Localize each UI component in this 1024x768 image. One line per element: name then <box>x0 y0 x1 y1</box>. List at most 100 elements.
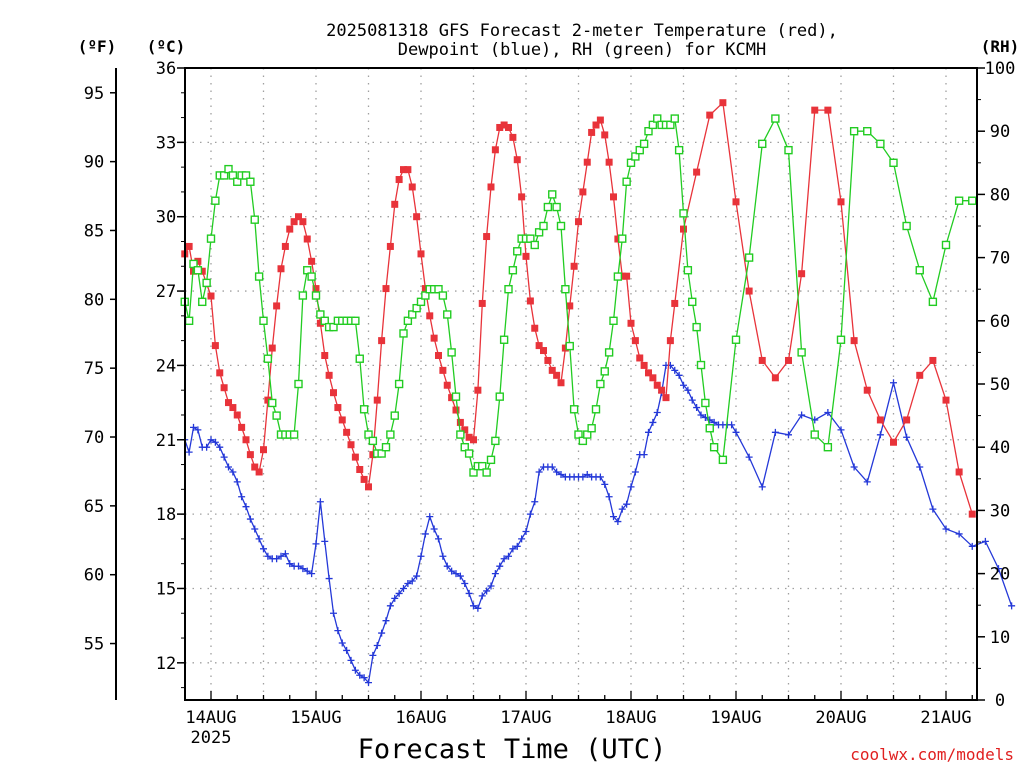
dewpoint-point <box>185 448 193 456</box>
temperature-point <box>408 183 416 191</box>
x-tick-label: 16AUG <box>395 708 446 728</box>
x-tick-label: 14AUG <box>185 708 236 728</box>
temperature-point <box>837 198 845 206</box>
rh-point <box>377 449 386 458</box>
temperature-point <box>771 374 779 382</box>
temperature-point <box>531 324 539 332</box>
x-tick-label: 17AUG <box>500 708 551 728</box>
dewpoint-point <box>535 468 543 476</box>
temperature-point <box>207 292 215 300</box>
dewpoint-point <box>596 473 604 481</box>
dewpoint-point <box>824 409 832 417</box>
temperature-point <box>824 106 832 114</box>
temperature-point <box>373 396 381 404</box>
dewpoint-point <box>246 515 254 523</box>
temperature-point <box>579 188 587 196</box>
rh-point <box>408 310 417 319</box>
temperature-point <box>382 285 390 293</box>
rh-point <box>709 443 719 452</box>
fahrenheit-tick-label: 95 <box>84 84 104 104</box>
rh-point <box>416 297 426 307</box>
dewpoint-point <box>295 562 302 570</box>
dewpoint-point <box>452 570 460 578</box>
temperature-point <box>452 406 460 414</box>
dewpoint-point <box>308 570 316 578</box>
rh-point <box>254 272 264 281</box>
dewpoint-point <box>400 584 407 592</box>
temperature-point <box>351 453 359 461</box>
temperature-point <box>198 267 206 275</box>
temperature-point <box>811 106 819 114</box>
dewpoint-point <box>474 604 482 612</box>
rh-point <box>863 126 872 136</box>
rh-point <box>316 310 325 319</box>
x-tick-label: 19AUG <box>710 708 761 728</box>
temperature-point <box>614 235 622 243</box>
axes-layer: 12 15 18 21 24 27 30 33 36 55 60 65 70 75 80 85 90 95 0 10 2… <box>84 59 1016 748</box>
dewpoint-point <box>325 575 333 583</box>
temperature-point <box>321 351 329 359</box>
rh-point <box>639 139 649 149</box>
rh-point <box>889 158 898 168</box>
rh-point <box>902 221 911 231</box>
dewpoint-point <box>614 518 622 526</box>
rh-point <box>451 392 461 401</box>
rh-point <box>478 461 487 471</box>
dewpoint-point <box>216 443 224 451</box>
rh-point <box>530 240 539 250</box>
temperature-point <box>903 416 911 424</box>
dewpoint-point <box>903 433 911 441</box>
dewpoint-point <box>623 500 631 508</box>
temperature-point <box>636 354 644 362</box>
temperature-point <box>325 371 333 379</box>
dewpoint-point <box>190 423 197 431</box>
temperature-point <box>338 416 346 424</box>
rh-point <box>797 348 806 357</box>
temperature-point <box>347 441 355 449</box>
rh-tick-label: 30 <box>990 501 1010 521</box>
temperature-point <box>693 168 701 176</box>
chart-title-line1: 2025081318 GFS Forecast 2-meter Temperat… <box>326 21 838 41</box>
temperature-point <box>671 299 679 307</box>
dewpoint-point <box>929 505 937 513</box>
rh-point <box>604 348 614 357</box>
dewpoint-point <box>360 674 368 682</box>
rh-point <box>303 266 312 275</box>
temperature-point <box>365 483 372 491</box>
dewpoint-point <box>373 641 381 649</box>
dewpoint-point <box>496 562 504 570</box>
temperature-point <box>487 183 495 191</box>
rh-point <box>968 196 977 205</box>
rh-point <box>674 145 684 155</box>
temperature-point <box>653 381 661 389</box>
dewpoint-point <box>531 498 539 506</box>
temperature-point <box>916 371 924 379</box>
rh-point <box>434 285 443 294</box>
temperature-point <box>448 394 456 402</box>
temperature-point <box>435 351 442 359</box>
temperature-point <box>540 347 547 355</box>
temperature-point <box>491 146 499 154</box>
rh-point <box>368 436 378 446</box>
temperature-point <box>277 265 285 273</box>
dewpoint-point <box>491 570 499 578</box>
temperature-point <box>386 242 394 250</box>
dewpoint-point <box>505 552 512 560</box>
temperature-point <box>592 121 600 129</box>
rh-point <box>456 430 465 439</box>
dewpoint-point <box>850 463 858 471</box>
dewpoint-point <box>478 592 486 600</box>
rh-point <box>206 234 216 243</box>
temperature-point <box>391 200 399 208</box>
temperature-point <box>557 379 565 387</box>
dewpoint-point <box>255 535 263 543</box>
dewpoint-point <box>421 530 429 538</box>
temperature-point <box>798 270 806 278</box>
temperature-point <box>426 312 434 320</box>
temperature-point <box>570 262 578 270</box>
temperature-point <box>255 468 263 476</box>
temperature-point <box>299 218 307 226</box>
dewpoint-point <box>281 550 289 558</box>
rh-point <box>359 405 369 414</box>
rh-point <box>784 145 793 155</box>
